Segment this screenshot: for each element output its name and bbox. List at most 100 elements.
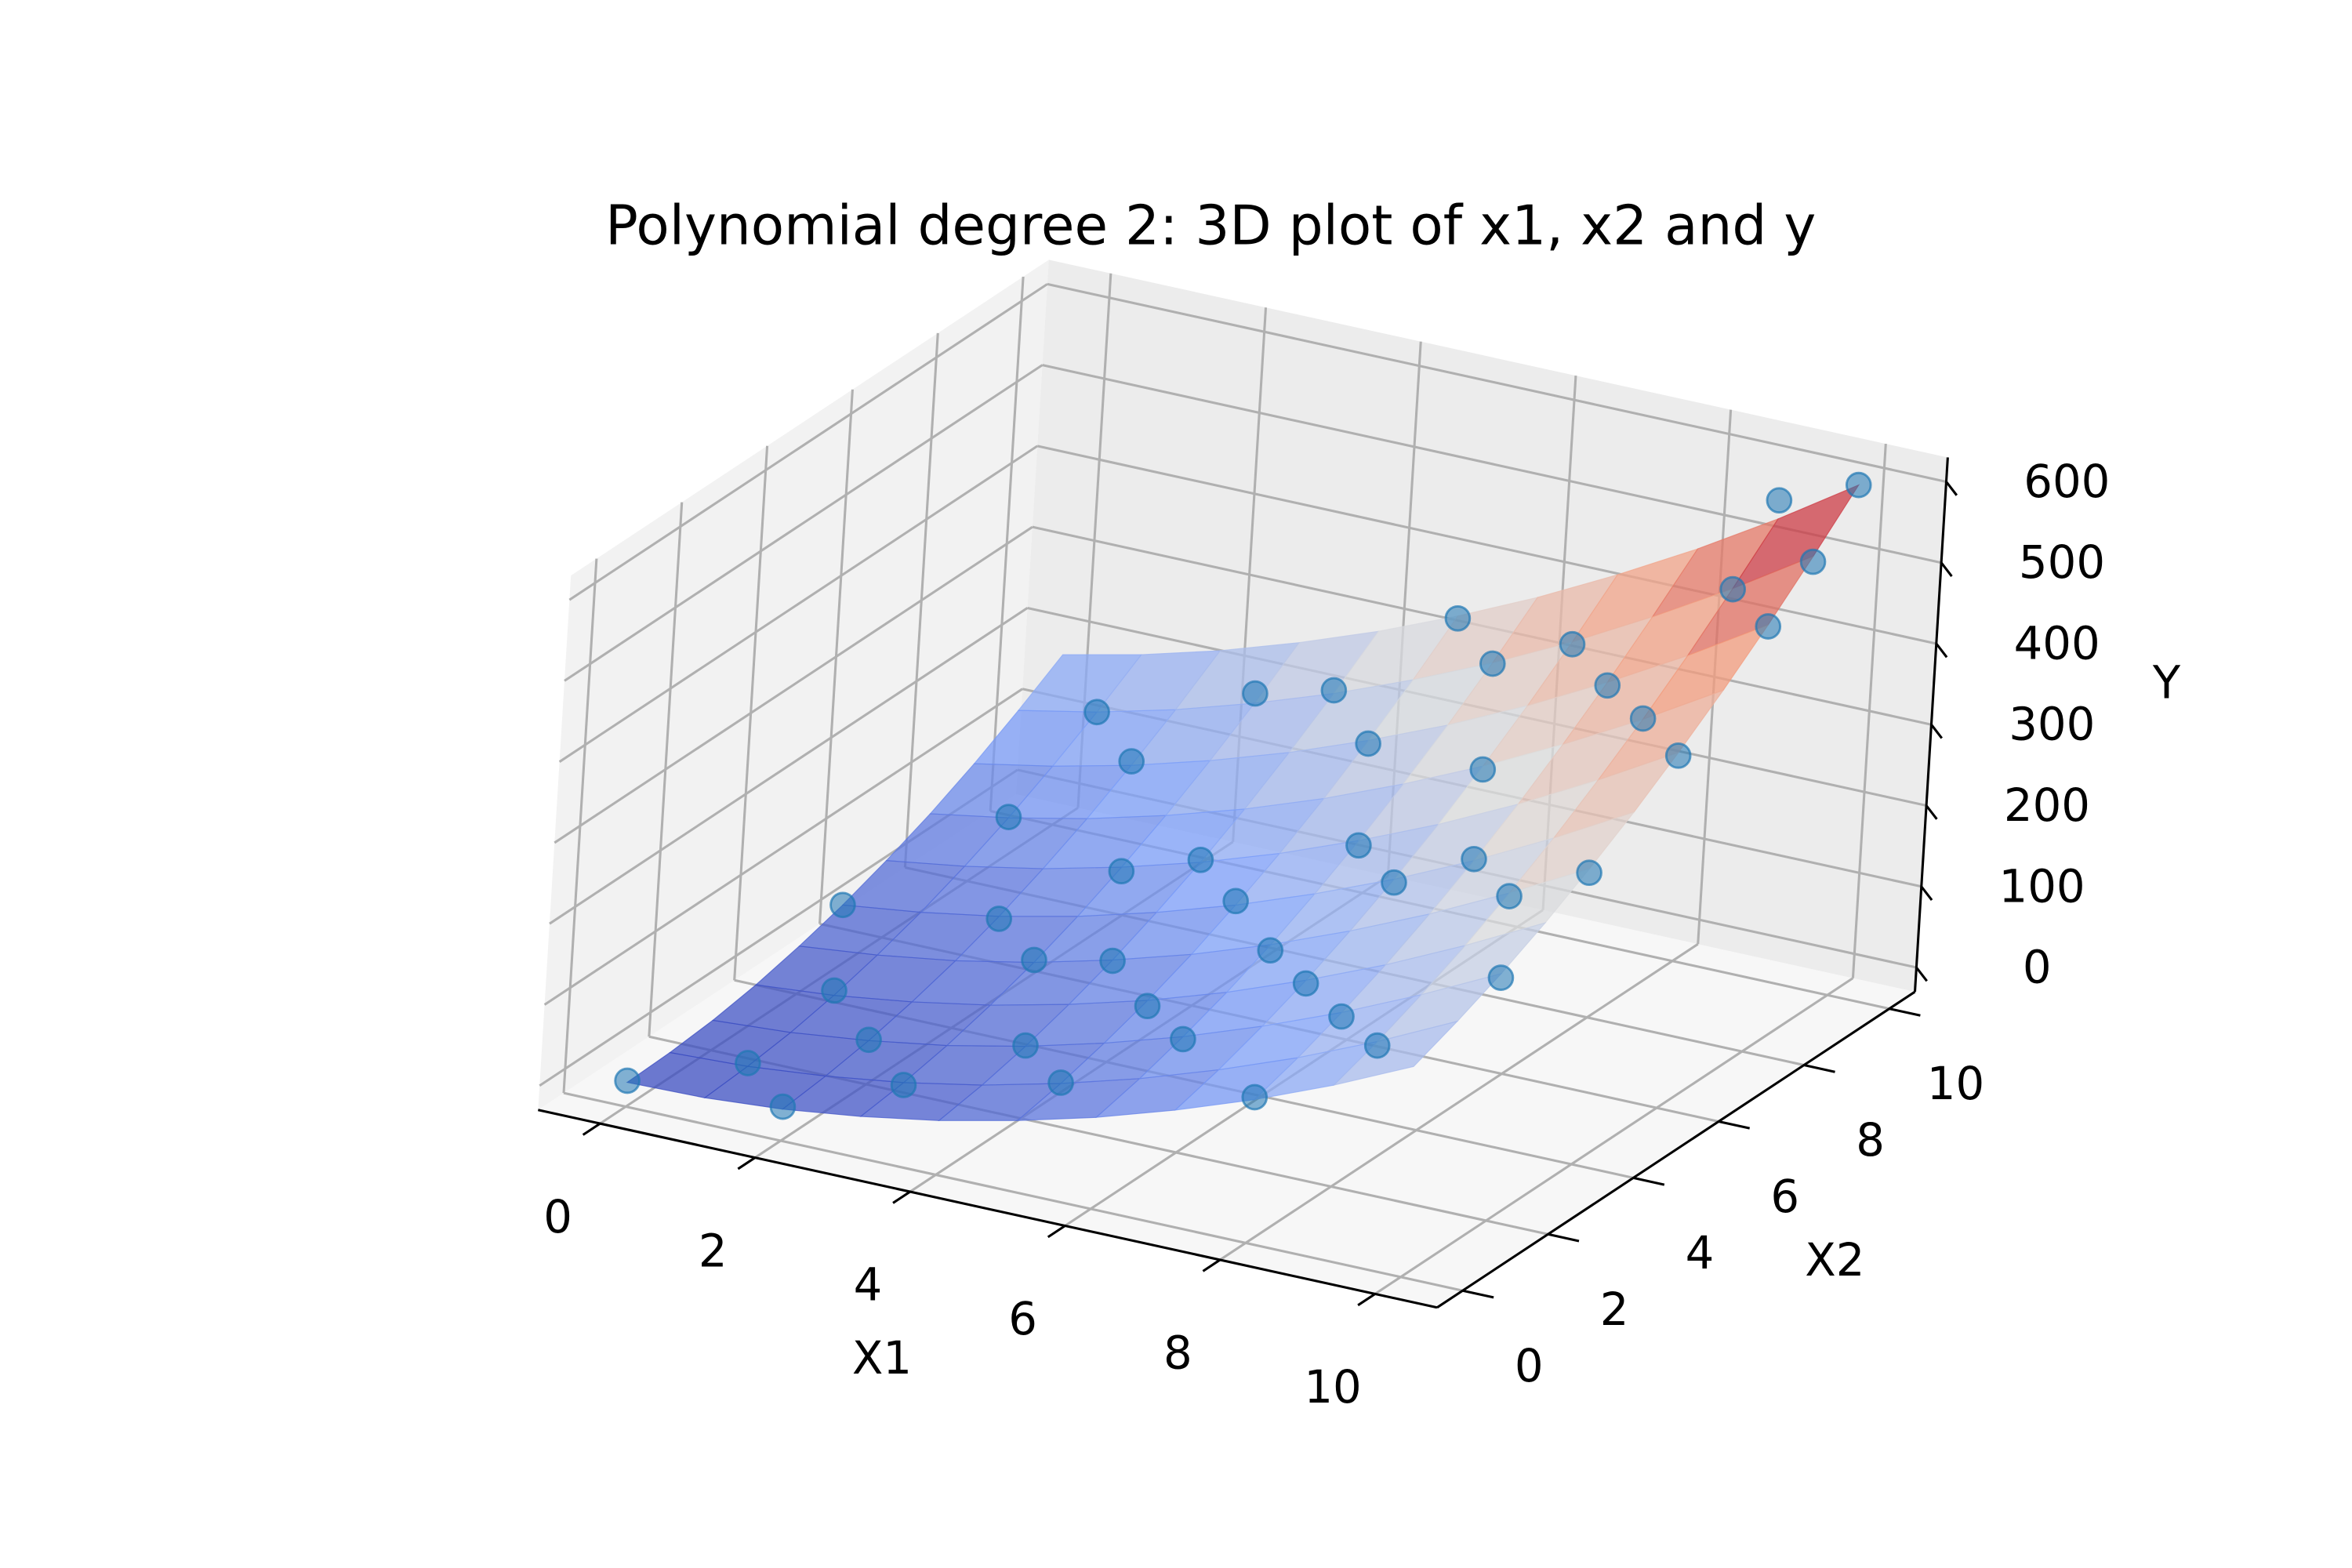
z-tick-label: 200 — [2004, 779, 2090, 832]
grid-line — [1219, 942, 1699, 1261]
tick-mark — [1462, 1289, 1494, 1299]
tick-mark — [1930, 724, 1943, 739]
grid-line — [1036, 445, 1937, 645]
tick-mark — [1548, 1232, 1580, 1243]
grid-line — [558, 445, 1039, 763]
scatter-point — [1766, 487, 1793, 514]
grid-line — [568, 283, 1048, 601]
tick-mark — [892, 1190, 911, 1204]
tick-mark — [1803, 1064, 1835, 1073]
scatter-point — [1241, 1083, 1269, 1111]
scatter-point — [1099, 947, 1126, 975]
x-tick-label: 10 — [1304, 1360, 1361, 1414]
z-tick-label: 300 — [2009, 698, 2095, 751]
scatter-point — [1629, 705, 1657, 732]
scatter-point — [1559, 630, 1586, 658]
scatter-point — [1187, 846, 1214, 873]
scatter-point — [735, 1050, 761, 1076]
z-axis-label: Y — [2152, 656, 2181, 710]
x-tick-label: 2 — [699, 1224, 728, 1277]
z-tick-label: 0 — [2023, 941, 2052, 994]
scatter-point — [1292, 970, 1319, 997]
scatter-point — [1664, 742, 1692, 769]
x-tick-label: 8 — [1163, 1327, 1192, 1380]
scatter-point — [1845, 471, 1872, 499]
z-tick-label: 400 — [2014, 616, 2100, 670]
scatter-point — [1222, 887, 1249, 915]
tick-mark — [1632, 1176, 1665, 1186]
z-tick-label: 500 — [2019, 535, 2105, 589]
tick-mark — [1925, 804, 1938, 820]
surface-cell — [1332, 1020, 1459, 1087]
tick-mark — [1920, 885, 1933, 902]
grid-line — [563, 1091, 1463, 1292]
tick-mark — [1940, 561, 1953, 577]
scatter-point — [1355, 730, 1381, 757]
scatter-point — [1012, 1032, 1039, 1059]
scatter-point — [1047, 1069, 1074, 1096]
scatter-point — [1345, 832, 1372, 859]
y-axis-line — [1436, 990, 1916, 1309]
scatter-point — [1242, 680, 1269, 707]
scatter-point — [1755, 613, 1782, 640]
tick-mark — [1889, 1007, 1921, 1017]
scatter-point — [1479, 650, 1506, 677]
scatter-point — [1118, 748, 1145, 775]
y-axis-label: X2 — [1805, 1233, 1864, 1287]
scatter-point — [1363, 1032, 1391, 1059]
x-tick-label: 0 — [543, 1190, 572, 1243]
scatter-point — [1487, 964, 1515, 991]
tick-mark — [582, 1122, 601, 1136]
tick-mark — [737, 1156, 756, 1171]
grid-line — [1047, 282, 1947, 483]
scatter-point — [855, 1026, 882, 1054]
scatter-point — [1469, 756, 1497, 783]
scatter-point — [1576, 859, 1602, 887]
scatter-point — [1134, 993, 1161, 1020]
scatter-point — [1461, 845, 1487, 873]
scatter-point — [1021, 946, 1047, 974]
y-tick-label: 0 — [1515, 1339, 1544, 1392]
grid-line — [543, 688, 1023, 1006]
scatter-point — [1170, 1025, 1196, 1053]
grid-line — [554, 525, 1033, 844]
y-tick-label: 6 — [1770, 1170, 1799, 1223]
x-tick-label: 6 — [1008, 1292, 1037, 1345]
scatter-point — [614, 1067, 641, 1094]
scatter-point — [985, 906, 1013, 932]
scatter-point — [1108, 858, 1135, 885]
z-axis-line — [1913, 457, 1949, 993]
scatter-point — [890, 1072, 917, 1098]
scatter-point — [1328, 1003, 1355, 1030]
scatter-point — [1381, 869, 1407, 896]
tick-mark — [1357, 1293, 1376, 1307]
scatter-point — [829, 891, 856, 919]
z-tick-label: 600 — [2024, 455, 2110, 508]
tick-mark — [1945, 481, 1958, 496]
grid-line — [1374, 977, 1854, 1295]
y-tick-label: 8 — [1856, 1113, 1885, 1167]
scatter-point — [1444, 604, 1472, 632]
y-tick-label: 10 — [1927, 1057, 1984, 1110]
chart-title: Polynomial degree 2: 3D plot of x1, x2 a… — [605, 194, 1816, 257]
scatter-point — [1496, 883, 1523, 909]
x-tick-label: 4 — [854, 1258, 883, 1312]
scatter-point — [1719, 575, 1747, 603]
tick-mark — [1915, 967, 1928, 982]
x-axis-line — [538, 1109, 1438, 1309]
tick-mark — [1718, 1120, 1751, 1130]
scatter-point — [769, 1093, 797, 1120]
scatter-point — [995, 804, 1022, 830]
tick-mark — [1935, 643, 1948, 659]
scatter-point — [1799, 548, 1827, 575]
x-axis-label: X1 — [852, 1331, 912, 1385]
z-tick-label: 100 — [1999, 859, 2085, 913]
y-tick-label: 4 — [1686, 1226, 1715, 1279]
grid-line — [564, 364, 1044, 682]
scatter-point — [1257, 937, 1284, 964]
scatter-point — [821, 977, 848, 1004]
scatter-point — [1320, 677, 1348, 704]
tick-mark — [1202, 1258, 1221, 1272]
